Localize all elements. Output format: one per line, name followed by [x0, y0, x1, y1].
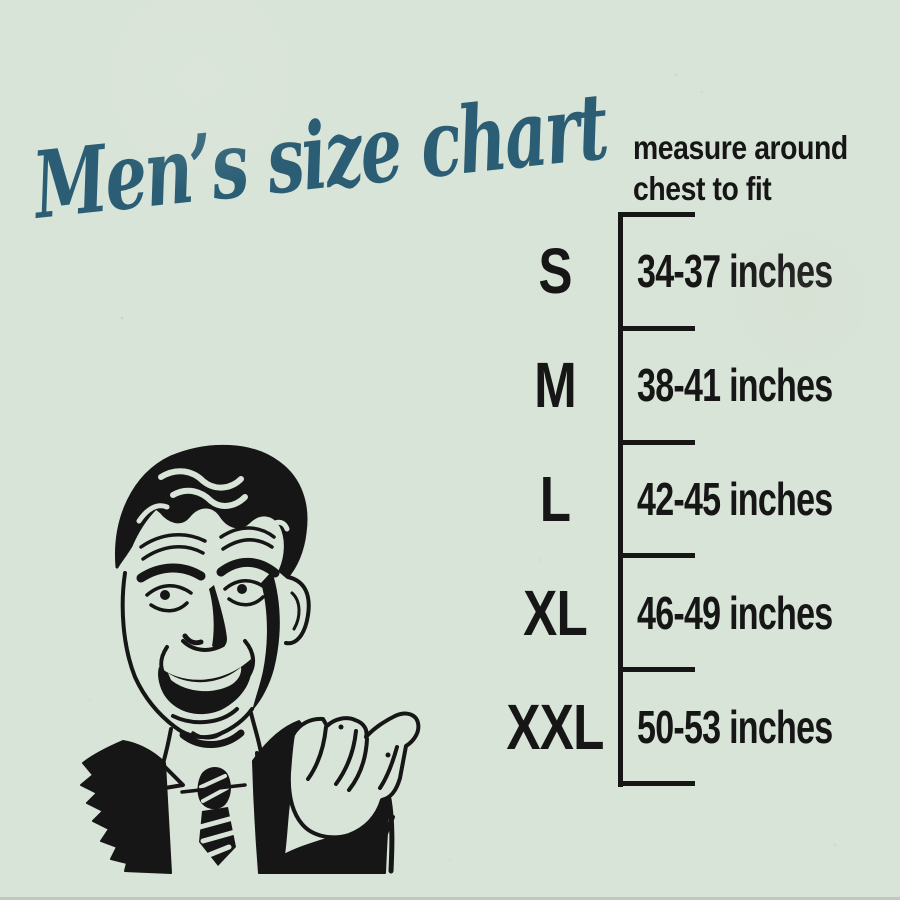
tie-stripe	[206, 844, 232, 858]
size-range: 42-45 inches	[637, 473, 833, 525]
size-label: L	[539, 463, 571, 535]
sketch-tick	[344, 846, 353, 863]
eye-left	[145, 584, 193, 597]
retro-man-icon	[80, 444, 421, 874]
pupil-left	[160, 590, 170, 600]
sketch-tick	[381, 815, 395, 843]
jacket-left	[80, 740, 172, 874]
eyebrow-left	[136, 563, 206, 583]
ear-inner	[290, 591, 301, 631]
pupil-right	[237, 584, 247, 594]
hair-highlight	[268, 519, 290, 532]
thumb-crease	[378, 745, 399, 790]
bottom-edge-shadow	[0, 897, 900, 900]
teeth	[168, 667, 242, 692]
finger-crease	[306, 725, 328, 781]
finger-crease	[334, 729, 358, 786]
hair-highlight	[136, 503, 170, 524]
nose-shadow	[209, 585, 227, 649]
finger-crease	[347, 737, 369, 792]
bracket-line	[618, 212, 623, 787]
page-title-text: Men’s size chart	[28, 72, 612, 240]
nostril	[182, 633, 204, 646]
face-outline	[120, 571, 254, 740]
eye-right	[223, 579, 269, 591]
size-label: XL	[523, 577, 588, 649]
ear	[284, 575, 311, 646]
chart-header-line2: chest to fit	[633, 170, 772, 207]
size-range: 46-49 inches	[637, 587, 833, 639]
lower-lip	[171, 707, 239, 725]
chart-column-header: measure around chest to fit	[633, 127, 848, 209]
eye-right-lower	[227, 595, 265, 607]
neck-right	[249, 711, 263, 755]
eye-left-lower	[149, 601, 189, 613]
sketch-tick	[316, 853, 324, 868]
tie-knot-stripe	[201, 786, 229, 803]
hair-highlight	[158, 468, 244, 491]
sleeve-edge	[386, 796, 395, 874]
chin-crease	[191, 730, 225, 740]
forehead-wrinkle	[219, 526, 276, 539]
chart-header-line1: measure around	[633, 129, 848, 166]
forehead-wrinkle	[139, 533, 207, 549]
cheek-shadow	[252, 571, 280, 711]
knuckle-dot	[385, 752, 391, 758]
size-label: XXL	[506, 691, 604, 763]
tie-stripe	[200, 829, 238, 844]
tick-mark	[618, 781, 695, 786]
tick-mark	[618, 553, 695, 558]
tick-mark	[618, 326, 695, 331]
size-range: 34-37 inches	[637, 245, 833, 297]
size-range: 38-41 inches	[637, 359, 833, 411]
tick-mark	[618, 667, 695, 672]
jaw-shadow	[179, 729, 245, 749]
forehead-wrinkle	[141, 545, 205, 561]
knuckle-dot	[338, 724, 344, 730]
tie-pin	[180, 783, 247, 794]
tick-mark	[618, 212, 695, 217]
nose-base	[181, 639, 225, 652]
tick-mark	[618, 440, 695, 445]
size-label: S	[538, 235, 572, 307]
size-label: M	[534, 349, 577, 421]
eyebrow-right	[216, 557, 280, 578]
tie-knot-stripe	[199, 774, 227, 789]
tie-stripe	[197, 815, 236, 830]
forehead-wrinkle	[221, 538, 274, 551]
size-range: 50-53 inches	[637, 701, 833, 753]
hair-highlight	[170, 487, 248, 509]
hair	[114, 444, 308, 579]
sketch-tick	[302, 845, 309, 857]
